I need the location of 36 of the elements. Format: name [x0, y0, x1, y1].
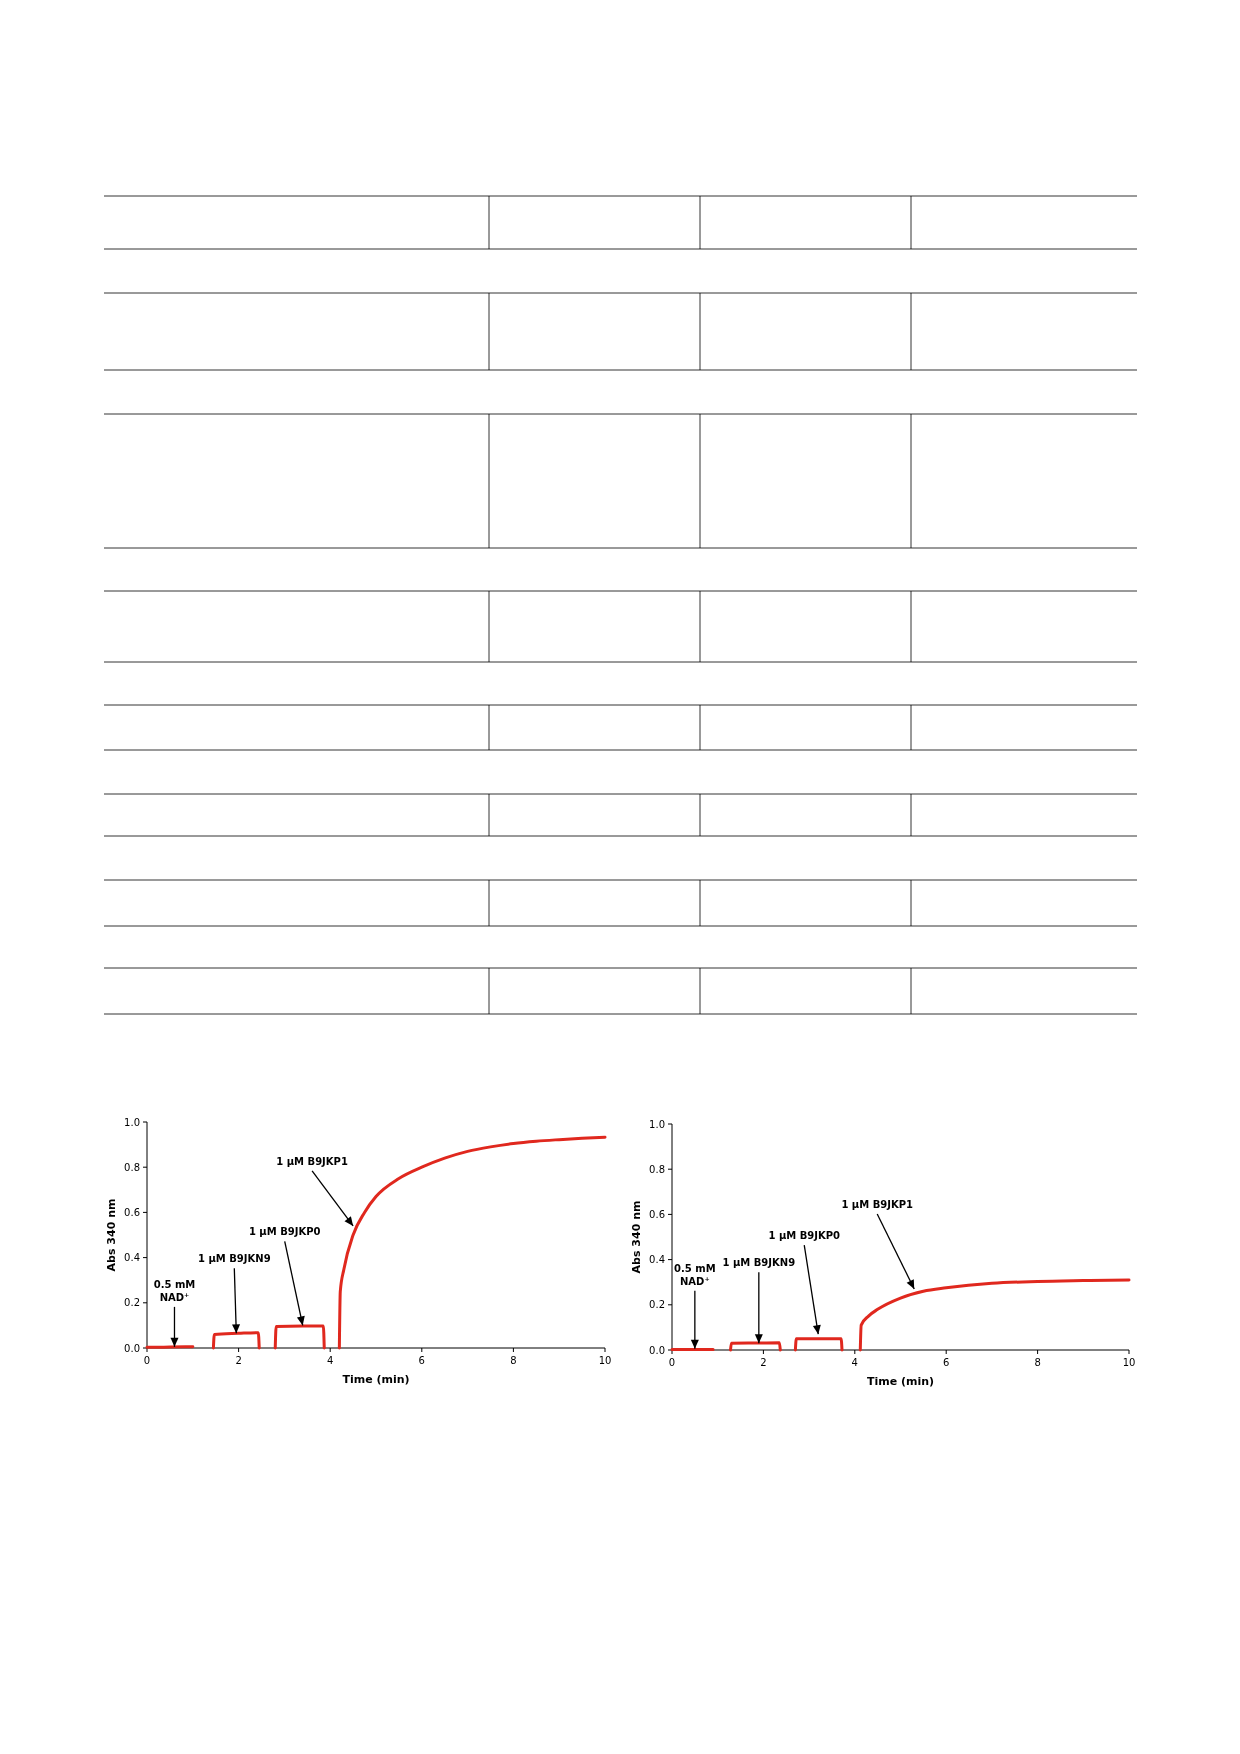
annotation: 0.5 mM NAD⁺ [153, 1278, 196, 1303]
y-tick-label: 0.4 [649, 1254, 665, 1266]
y-tick-label: 0.0 [649, 1344, 665, 1356]
x-tick-label: 8 [1034, 1357, 1041, 1368]
annotation: 1 μM B9JKP0 [248, 1226, 321, 1238]
annotation: 1 μM B9JKP1 [841, 1198, 914, 1210]
x-tick-label: 2 [760, 1357, 767, 1368]
y-tick-label: 0.4 [124, 1252, 140, 1264]
annotation: 1 μM B9JKN9 [722, 1257, 796, 1269]
y-tick-label: 1.0 [124, 1116, 140, 1128]
annotation: 1 μM B9JKP0 [768, 1230, 841, 1242]
x-tick-label: 4 [851, 1357, 858, 1368]
x-tick-label: 10 [598, 1355, 612, 1366]
x-tick-label: 0 [143, 1355, 151, 1366]
y-axis-title: Abs 340 nm [105, 1198, 118, 1272]
x-axis-title: Time (min) [866, 1375, 935, 1388]
x-tick-label: 6 [418, 1355, 425, 1366]
y-tick-label: 0.6 [124, 1206, 140, 1218]
y-tick-label: 0.0 [124, 1342, 140, 1354]
x-tick-label: 4 [327, 1355, 334, 1366]
x-tick-label: 6 [943, 1357, 950, 1368]
y-tick-label: 0.6 [649, 1208, 665, 1220]
y-tick-label: 0.8 [649, 1163, 665, 1175]
annotation: 1 μM B9JKN9 [198, 1253, 271, 1265]
y-axis-title: Abs 340 nm [630, 1200, 643, 1274]
y-tick-label: 0.2 [124, 1297, 140, 1309]
annotation: 1 μM B9JKP1 [276, 1155, 348, 1167]
x-tick-label: 2 [235, 1355, 242, 1366]
annotation: 0.5 mM NAD⁺ [674, 1262, 716, 1287]
y-tick-label: 1.0 [649, 1118, 665, 1130]
y-tick-label: 0.8 [124, 1161, 140, 1173]
x-tick-label: 8 [510, 1355, 517, 1366]
x-tick-label: 0 [668, 1357, 676, 1368]
x-axis-title: Time (min) [342, 1373, 410, 1386]
x-tick-label: 10 [1122, 1357, 1136, 1368]
y-tick-label: 0.2 [649, 1299, 665, 1311]
